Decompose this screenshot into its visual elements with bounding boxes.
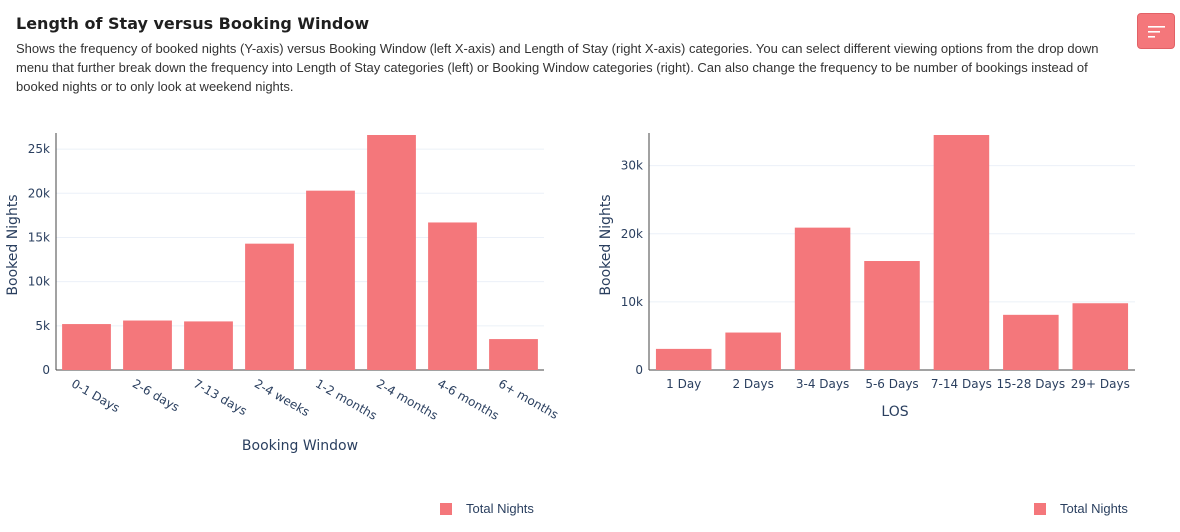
page-description: Shows the frequency of booked nights (Y-… <box>16 41 1099 94</box>
bar-15-28-days <box>1003 314 1059 370</box>
bar-1-day <box>655 348 712 370</box>
y-tick-label: 10k <box>621 295 643 309</box>
x-tick-label: 2-4 months <box>374 376 440 422</box>
x-tick-label: 2-6 days <box>130 376 182 414</box>
y-tick-label: 0 <box>42 363 50 377</box>
x-tick-label: 1-2 months <box>313 376 379 422</box>
bar-5-6-days <box>864 261 920 370</box>
legend-right[interactable]: Total Nights <box>1034 501 1128 516</box>
los-chart: 0 10k 20k 30k 1 Day 2 Days 3-4 Days 5-6 Days 7-1… <box>598 133 1135 420</box>
bar-7-14-days <box>933 135 990 370</box>
legend-swatch <box>1034 502 1046 515</box>
legend-swatch <box>440 502 452 515</box>
legend-label: Total Nights <box>1060 501 1128 516</box>
x-tick-label: 6+ months <box>496 376 561 421</box>
x-tick-label: 5-6 Days <box>865 377 918 391</box>
legend-left[interactable]: Total Nights <box>440 501 534 516</box>
bar-2-days <box>725 332 781 370</box>
bar-6-months <box>489 339 538 370</box>
x-tick-label: 1 Day <box>666 377 701 391</box>
x-tick-label: 4-6 months <box>435 376 501 422</box>
bar-7-13-days <box>184 321 233 370</box>
x-tick-label: 0-1 Days <box>69 376 122 415</box>
bar-4-6-months <box>428 222 477 370</box>
y-tick-label: 30k <box>621 159 643 173</box>
y-tick-label: 25k <box>28 142 50 156</box>
x-tick-label: 2 Days <box>732 377 773 391</box>
bar-2-4-weeks <box>245 243 294 370</box>
bar-0-1-days <box>62 324 111 370</box>
bar-1-2-months <box>306 190 355 370</box>
y-tick-label: 15k <box>28 230 50 244</box>
x-axis-title: Booking Window <box>242 438 358 454</box>
x-tick-label: 15-28 Days <box>997 377 1066 391</box>
bar-3-4-days <box>794 227 851 370</box>
bar-2-6-days <box>123 320 172 370</box>
bar-29-days <box>1072 303 1129 370</box>
page-title: Length of Stay versus Booking Window <box>16 14 370 33</box>
x-tick-label: 2-4 weeks <box>252 376 312 419</box>
menu-button[interactable] <box>1137 13 1175 49</box>
x-tick-label: 7-13 days <box>191 376 249 418</box>
x-tick-label: 29+ Days <box>1071 377 1130 391</box>
filter-menu-icon <box>1148 26 1165 38</box>
x-tick-label: 3-4 Days <box>796 377 849 391</box>
y-tick-label: 0 <box>635 363 643 377</box>
legend-label: Total Nights <box>466 501 534 516</box>
y-tick-label: 20k <box>621 227 643 241</box>
booking-window-chart: 0 5k 10k 15k 20k 25k 0-1 Days 2-6 days 7-13 days… <box>5 133 561 454</box>
y-axis-title: Booked Nights <box>5 194 21 295</box>
y-tick-label: 5k <box>35 319 50 333</box>
bar-2-4-months <box>367 135 416 370</box>
y-tick-label: 20k <box>28 186 50 200</box>
y-axis-title: Booked Nights <box>598 194 614 295</box>
x-axis-title: LOS <box>881 404 908 420</box>
x-tick-label: 7-14 Days <box>931 377 992 391</box>
y-tick-label: 10k <box>28 275 50 289</box>
